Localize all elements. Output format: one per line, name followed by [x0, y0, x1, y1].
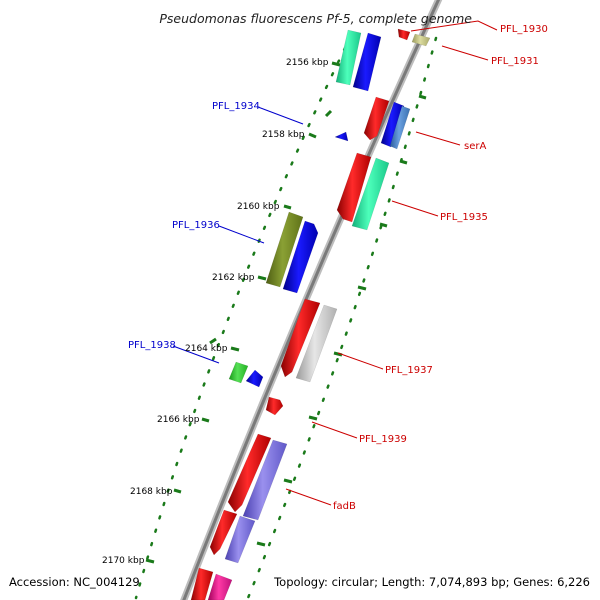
inner-dotted-guide [134, 46, 347, 600]
ruler-label-2156: 2156 kbp [286, 58, 329, 68]
feature-red-lower[interactable] [209, 509, 238, 556]
map-title: Pseudomonas fluorescens Pf-5, complete g… [159, 11, 472, 26]
ruler-labels: 2156 kbp 2158 kbp 2160 kbp 2162 kbp 2164… [102, 58, 329, 566]
ruler-label-2160: 2160 kbp [237, 202, 280, 212]
ruler-tick [257, 275, 267, 281]
feature-blue-top[interactable] [352, 32, 382, 92]
feature-blue-pfl1936[interactable] [282, 220, 319, 294]
gene-features [190, 28, 431, 600]
ruler-label-2164: 2164 kbp [185, 344, 228, 354]
genome-backbone-core [182, 0, 441, 600]
outer-dotted-guide [246, 36, 438, 600]
accession-text: Accession: NC_004129 [9, 575, 140, 589]
feature-red-fadb[interactable] [227, 433, 272, 513]
ruler-tick [256, 541, 266, 547]
feature-red-pfl1937[interactable] [280, 298, 321, 378]
gene-label-PFL_1935[interactable]: PFL_1935 [440, 212, 488, 223]
ruler-tick [357, 285, 367, 291]
ruler-tick [324, 109, 333, 118]
feature-pink-bottom[interactable] [207, 573, 233, 600]
feature-teal-top[interactable] [335, 29, 362, 86]
ruler-tick [331, 61, 341, 67]
feature-green-pfl1938[interactable] [228, 361, 249, 384]
ruler-label-2168: 2168 kbp [130, 487, 173, 497]
feature-steel-sera[interactable] [389, 105, 411, 150]
feature-red-bottom[interactable] [190, 567, 214, 600]
gene-label-PFL_1936[interactable]: PFL_1936 [172, 220, 220, 231]
topology-summary: Topology: circular; Length: 7,074,893 bp… [273, 575, 590, 589]
ruler-tick [379, 222, 388, 228]
leader-pfl1936 [218, 225, 265, 244]
leader-fadb [285, 488, 332, 506]
label-leader-lines [172, 20, 498, 506]
gene-label-PFL_1934[interactable]: PFL_1934 [212, 101, 260, 112]
gene-label-serA[interactable]: serA [464, 141, 486, 152]
feature-blue-pfl1934[interactable] [334, 131, 349, 142]
ruler-tick [308, 132, 317, 139]
feature-lavender-lower[interactable] [224, 515, 256, 564]
feature-red-pfl1939[interactable] [265, 396, 284, 416]
ruler-label-2166: 2166 kbp [157, 415, 200, 425]
ruler-tick [209, 337, 217, 345]
feature-blue-sera[interactable] [380, 101, 405, 148]
feature-red-pfl1930[interactable] [397, 28, 411, 41]
leader-pfl1935 [391, 200, 439, 217]
feature-khaki-pfl1931[interactable] [411, 33, 431, 47]
feature-red-sera[interactable] [363, 96, 390, 141]
leader-pfl1937 [337, 352, 384, 370]
gene-label-PFL_1931[interactable]: PFL_1931 [491, 56, 539, 67]
leader-pfl1931 [441, 45, 489, 61]
ruler-tick [333, 351, 343, 357]
ruler-label-2170: 2170 kbp [102, 556, 145, 566]
gene-label-PFL_1939[interactable]: PFL_1939 [359, 434, 407, 445]
gene-label-fadB[interactable]: fadB [333, 501, 356, 512]
leader-pfl1930 [410, 20, 498, 32]
ruler-tick [283, 204, 292, 210]
ruler-tick [145, 558, 155, 564]
ruler-tick [173, 488, 182, 494]
ruler-label-2158: 2158 kbp [262, 130, 305, 140]
feature-red-pfl1935[interactable] [336, 152, 372, 223]
gene-labels: PFL_1930 PFL_1931 PFL_1934 serA PFL_1935… [128, 24, 548, 512]
feature-olive-pfl1936[interactable] [265, 211, 304, 288]
feature-blue-pfl1938[interactable] [245, 369, 264, 388]
gene-label-PFL_1930[interactable]: PFL_1930 [500, 24, 548, 35]
feature-grey-pfl1937[interactable] [295, 304, 338, 383]
ruler-tick [418, 94, 427, 100]
leader-pfl1938 [172, 345, 220, 364]
ruler-tick [308, 415, 318, 421]
ruler-tick [201, 417, 210, 423]
ruler-tick [283, 478, 293, 484]
feature-lavender-fadb[interactable] [242, 439, 288, 521]
gene-label-PFL_1937[interactable]: PFL_1937 [385, 365, 433, 376]
leader-pfl1939 [311, 421, 358, 439]
ruler-ticks [145, 61, 427, 564]
ruler-tick [399, 159, 408, 165]
leader-pfl1934 [257, 106, 304, 125]
leader-sera [415, 131, 461, 146]
ruler-label-2162: 2162 kbp [212, 273, 255, 283]
ruler-tick [230, 346, 240, 352]
feature-mint-pfl1935[interactable] [351, 157, 390, 231]
gene-label-PFL_1938[interactable]: PFL_1938 [128, 340, 176, 351]
